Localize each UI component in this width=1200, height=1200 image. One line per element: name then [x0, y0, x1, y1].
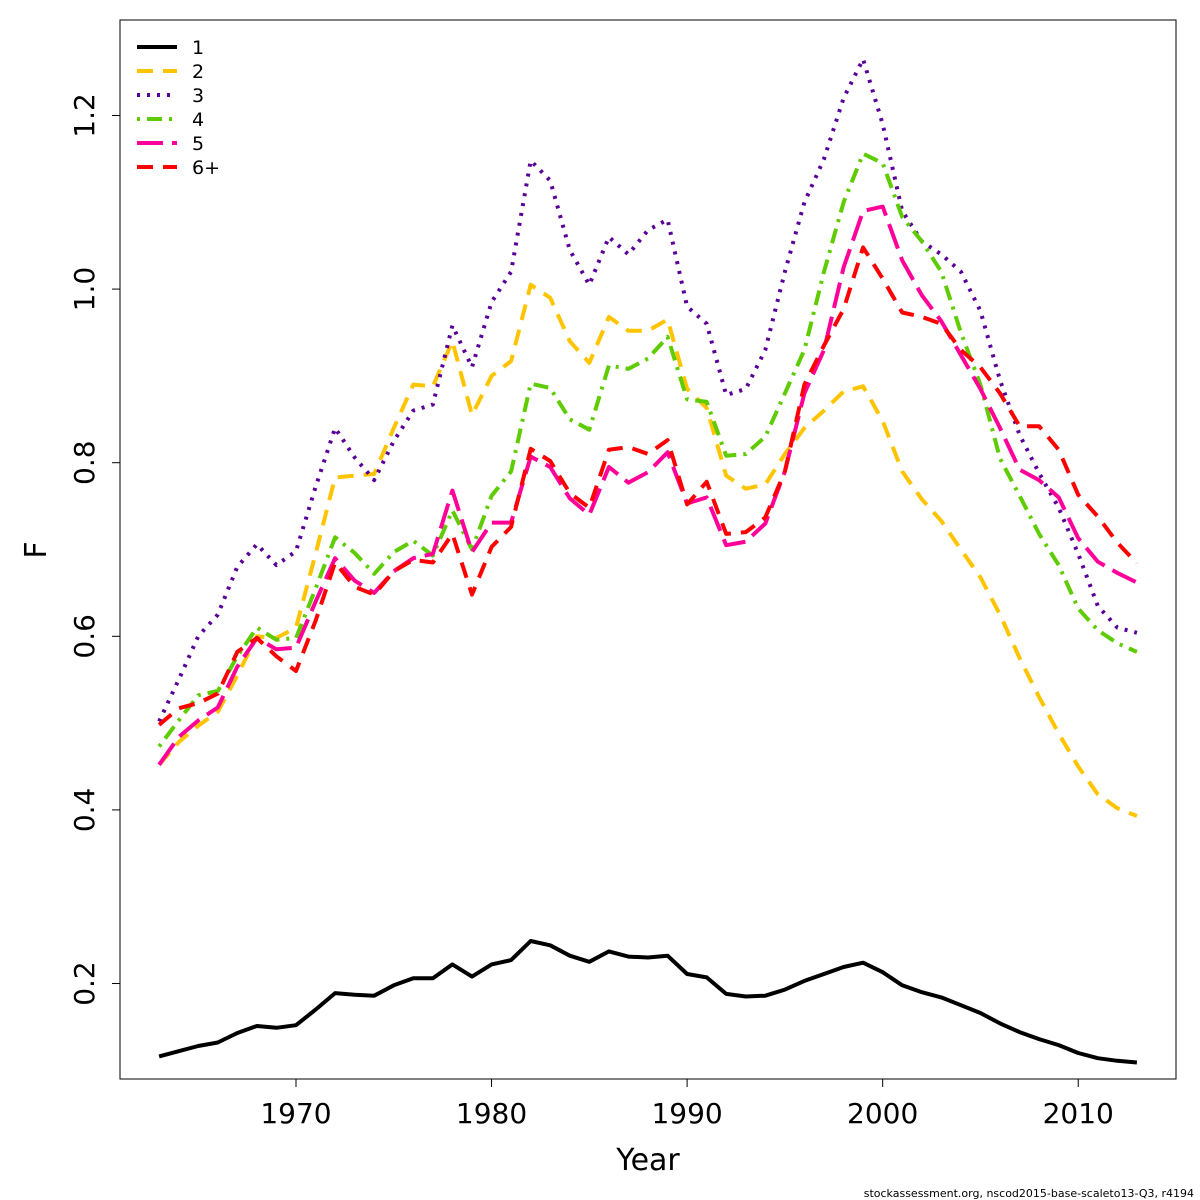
x-tick-label: 1980: [456, 1097, 527, 1130]
x-axis-title: Year: [615, 1143, 680, 1178]
legend-label-6: 6+: [192, 157, 220, 179]
footnote: stockassessment.org, nscod2015-base-scal…: [864, 1187, 1194, 1200]
series-layer: [157, 57, 1139, 1065]
legend-label-3: 3: [192, 85, 204, 107]
legend-label-4: 4: [192, 109, 204, 131]
x-tick-label: 2000: [847, 1097, 918, 1130]
y-axis-title: F: [19, 541, 54, 558]
series-line-1: [158, 939, 1138, 1065]
y-tick-label: 0.6: [68, 614, 101, 659]
series-line-3: [157, 57, 1138, 723]
series-line-5: [157, 204, 1138, 766]
plot-frame: [119, 19, 1177, 1080]
x-axis: 1970 1980 1990 2000 2010: [260, 1078, 1114, 1130]
x-tick-label: 1990: [651, 1097, 722, 1130]
y-tick-label: 0.2: [68, 961, 101, 1006]
series-line-4: [157, 151, 1138, 748]
legend-label-1: 1: [192, 37, 204, 59]
x-tick-label: 1970: [260, 1097, 331, 1130]
legend-label-5: 5: [192, 133, 204, 155]
series-line-6: [157, 245, 1139, 727]
y-tick-label: 0.4: [68, 788, 101, 833]
y-tick-label: 1.0: [68, 267, 101, 312]
legend-label-2: 2: [192, 61, 204, 83]
x-tick-label: 2010: [1043, 1097, 1114, 1130]
y-tick-label: 0.8: [68, 440, 101, 485]
y-axis: 0.2 0.4 0.6 0.8 1.0 1.2: [68, 93, 120, 1006]
y-tick-label: 1.2: [68, 93, 101, 138]
series-line-2: [157, 282, 1138, 818]
